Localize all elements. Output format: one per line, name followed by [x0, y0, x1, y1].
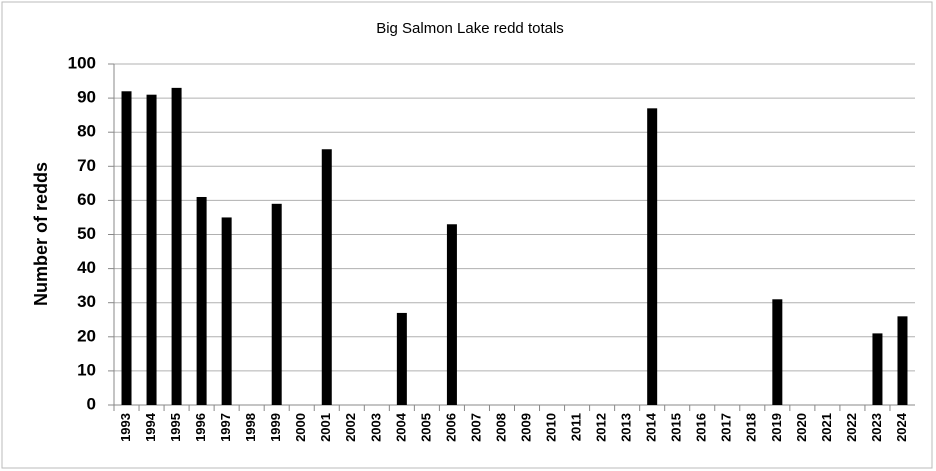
x-tick-label: 2015 [669, 413, 684, 442]
x-tick-label: 2004 [393, 412, 408, 442]
x-tick-label: 2017 [719, 413, 734, 442]
chart-title: Big Salmon Lake redd totals [376, 20, 564, 37]
bar [897, 316, 908, 405]
bar [221, 217, 232, 405]
x-tick-label: 2012 [594, 413, 609, 442]
x-tick-label: 2010 [543, 413, 558, 442]
bar [146, 94, 157, 405]
x-tick-label: 1994 [143, 412, 158, 442]
y-tick-label: 60 [77, 190, 96, 209]
x-tick-label: 2009 [518, 413, 533, 442]
bar [872, 333, 883, 405]
x-tick-label: 1996 [193, 413, 208, 442]
x-tick-label: 2011 [569, 413, 584, 441]
y-tick-label: 20 [77, 326, 96, 345]
x-tick-label: 2013 [619, 413, 634, 442]
y-tick-label: 30 [77, 292, 96, 311]
x-tick-label: 2021 [819, 413, 834, 442]
y-tick-label: 70 [77, 156, 96, 175]
bar [772, 299, 783, 405]
y-tick-label: 100 [68, 53, 96, 72]
y-tick-label: 90 [77, 88, 96, 107]
x-tick-label: 2002 [343, 413, 358, 442]
x-tick-label: 2023 [869, 413, 884, 442]
bar [121, 91, 132, 405]
x-tick-label: 2014 [644, 412, 659, 442]
x-tick-label: 2001 [318, 413, 333, 442]
bar [271, 203, 282, 405]
y-tick-label: 40 [77, 258, 96, 277]
y-tick-label: 80 [77, 122, 96, 141]
bar [396, 312, 407, 405]
x-tick-label: 2016 [694, 413, 709, 442]
x-tick-label: 2019 [769, 413, 784, 442]
y-tick-label: 10 [77, 360, 96, 379]
x-tick-label: 2007 [468, 413, 483, 442]
x-tick-label: 1995 [168, 413, 183, 442]
x-tick-label: 2005 [418, 413, 433, 442]
x-tick-label: 2000 [293, 413, 308, 442]
y-axis-label: Number of redds [31, 162, 51, 306]
x-tick-label: 1993 [118, 413, 133, 442]
x-tick-label: 2020 [794, 413, 809, 442]
x-tick-label: 1997 [218, 413, 233, 442]
x-tick-label: 2008 [493, 413, 508, 442]
bar [446, 224, 457, 405]
y-tick-label: 50 [77, 224, 96, 243]
bar [196, 196, 207, 405]
x-tick-label: 1999 [268, 413, 283, 442]
bar [171, 87, 182, 406]
x-tick-label: 1998 [243, 413, 258, 442]
y-tick-label: 0 [87, 394, 96, 413]
x-tick-label: 2018 [744, 413, 759, 442]
x-tick-label: 2022 [844, 413, 859, 442]
bar [647, 108, 658, 405]
x-tick-label: 2006 [443, 413, 458, 442]
x-tick-label: 2024 [894, 412, 909, 442]
x-tick-label: 2003 [368, 413, 383, 442]
bar [321, 149, 332, 405]
